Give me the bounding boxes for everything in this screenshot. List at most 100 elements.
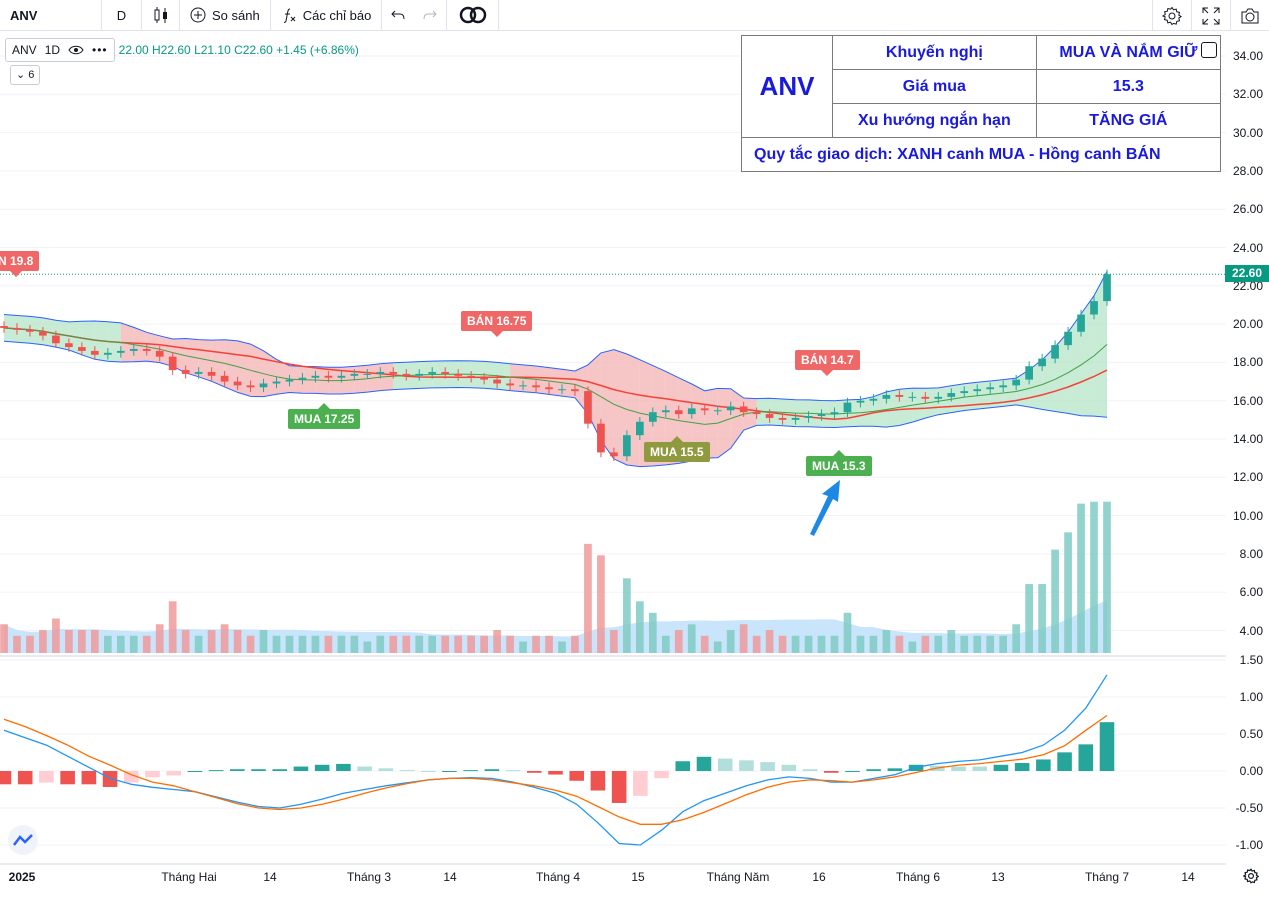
candle-body	[0, 326, 8, 328]
volume-bar	[103, 635, 112, 653]
macd-histogram-bar	[951, 766, 966, 771]
candle-body	[116, 350, 125, 353]
interval-label: D	[116, 7, 127, 23]
candle-body	[610, 452, 618, 457]
candle-body	[389, 371, 398, 374]
layout-button[interactable]	[447, 0, 500, 31]
fullscreen-button[interactable]	[1191, 0, 1230, 31]
camera-icon	[1241, 8, 1259, 23]
band-fill	[860, 396, 874, 427]
candle-body	[687, 408, 696, 415]
macd-histogram-bar	[675, 761, 691, 771]
row-label-buy-price: Giá mua	[832, 69, 1037, 104]
candle-body	[726, 406, 735, 411]
candle-body	[52, 335, 60, 344]
volume-bar	[350, 635, 359, 653]
candle-body	[921, 396, 930, 399]
redo-button[interactable]	[414, 0, 448, 31]
candle-body	[519, 385, 527, 387]
signal-sell-16-75: BÁN 16.75	[461, 311, 533, 337]
compare-label: So sánh	[212, 7, 260, 23]
indicators-label: Các chỉ báo	[302, 7, 372, 23]
macd-histogram-bar	[633, 771, 648, 796]
legend-open: 22.00	[118, 43, 149, 57]
macd-histogram-bar	[336, 763, 351, 771]
chart-type-button[interactable]	[142, 0, 180, 31]
volume-bar	[168, 601, 177, 653]
volume-bar	[65, 630, 73, 653]
screenshot-button[interactable]	[1230, 0, 1269, 31]
macd-histogram-bar	[866, 769, 881, 771]
candle-body	[441, 371, 450, 374]
indicators-button[interactable]: Các chỉ báo	[271, 0, 383, 31]
macd-histogram-bar	[272, 769, 288, 771]
volume-bar	[804, 635, 813, 653]
indicators-collapse-button[interactable]: ⌄ 6	[10, 65, 41, 85]
tradingview-logo[interactable]	[8, 825, 38, 855]
macd-line	[3, 674, 1108, 846]
candle-body	[869, 398, 878, 401]
volume-bar	[791, 635, 800, 653]
macd-histogram-bar	[1078, 744, 1094, 771]
band-fill	[717, 388, 731, 458]
macd-histogram-bar	[548, 771, 563, 775]
macd-histogram-bar	[81, 771, 97, 785]
macd-histogram-bar	[208, 770, 224, 772]
settings-button[interactable]	[1152, 0, 1191, 31]
price-tick-label: 28.00	[1232, 163, 1263, 178]
macd-histogram-bar	[781, 764, 797, 771]
axis-settings-icon[interactable]	[1243, 868, 1259, 884]
candle-body	[960, 391, 969, 394]
gear-icon	[1162, 6, 1182, 25]
volume-bar	[635, 601, 644, 653]
candle-body	[26, 329, 34, 332]
band-fill	[743, 398, 757, 431]
fullscreen-icon	[1202, 7, 1220, 24]
price-tick-label: 4.00	[1239, 623, 1263, 638]
symbol-search-button[interactable]: ANV	[0, 0, 102, 31]
volume-bar	[1103, 501, 1111, 653]
candle-body	[1038, 358, 1046, 367]
volume-bar	[116, 635, 125, 653]
price-tick-label: 30.00	[1232, 125, 1263, 140]
macd-histogram-bar	[123, 771, 139, 783]
band-fill	[133, 327, 147, 362]
macd-histogram-bar	[17, 771, 33, 785]
volume-bar	[324, 635, 333, 653]
row-label-recommendation: Khuyến nghị	[832, 35, 1037, 70]
macd-tick-label: -0.50	[1235, 801, 1263, 815]
volume-bar	[415, 635, 424, 653]
macd-histogram-bar	[463, 770, 478, 772]
macd-histogram-bar	[60, 771, 75, 785]
band-fill	[912, 388, 926, 423]
price-chart[interactable]	[0, 31, 1226, 897]
volume-bar	[52, 618, 60, 653]
more-icon[interactable]: •••	[92, 43, 108, 57]
volume-bar	[545, 635, 553, 653]
table-maximize-icon[interactable]	[1201, 42, 1217, 58]
legend-symbol-box[interactable]: ANV 1D •••	[5, 38, 115, 62]
legend-close: C22.60	[234, 43, 273, 57]
macd-histogram-bar	[484, 769, 500, 771]
candle-body	[791, 417, 800, 420]
macd-histogram-bar	[187, 771, 203, 772]
interval-button[interactable]: D	[102, 0, 142, 31]
plus-circle-icon	[190, 7, 206, 23]
signal-buy-15-5: MUA 15.5	[644, 436, 710, 462]
compare-button[interactable]: So sánh	[180, 0, 271, 31]
macd-histogram-bar	[1057, 752, 1072, 771]
volume-bar	[817, 635, 826, 653]
undo-button[interactable]	[382, 0, 414, 31]
candle-body	[674, 410, 683, 415]
candle-body	[194, 371, 203, 374]
volume-bar	[765, 630, 774, 653]
candle-body	[285, 379, 294, 382]
legend-symbol: ANV	[12, 43, 37, 57]
volume-bar	[402, 635, 411, 653]
macd-tick-label: 0.00	[1239, 764, 1263, 778]
candle-body	[817, 414, 826, 417]
candle-body	[648, 412, 657, 422]
macd-histogram-bar	[145, 771, 160, 778]
volume-bar	[623, 578, 631, 653]
eye-icon[interactable]	[68, 45, 84, 55]
